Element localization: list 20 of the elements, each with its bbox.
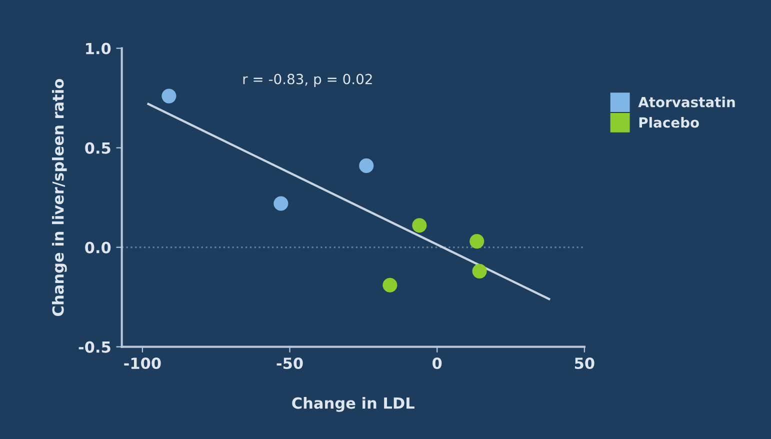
annotation: r = -0.83, p = 0.02 — [243, 74, 372, 87]
legend-label: Atorvastatin — [638, 96, 735, 108]
y-tick-label: 1.0 — [86, 42, 111, 54]
point — [162, 88, 176, 104]
y-tick-label: 0.5 — [85, 142, 110, 154]
x-tick-label: -50 — [276, 357, 303, 370]
x-tick-label: 0 — [432, 357, 442, 370]
x-axis-title: Change in LDL — [292, 397, 414, 412]
legend-label: Placebo — [639, 117, 699, 128]
y-tick-label: -0.5 — [78, 341, 110, 353]
point — [472, 264, 487, 278]
point — [359, 158, 374, 173]
x-tick-label: -100 — [124, 357, 161, 370]
y-tick-label: 0.0 — [85, 242, 111, 254]
point — [382, 278, 398, 292]
point — [274, 196, 288, 211]
point — [412, 218, 427, 233]
x-tick-label: 50 — [574, 357, 594, 370]
point — [470, 234, 484, 249]
y-axis-title: Change in liver/spleen ratio — [52, 79, 67, 316]
